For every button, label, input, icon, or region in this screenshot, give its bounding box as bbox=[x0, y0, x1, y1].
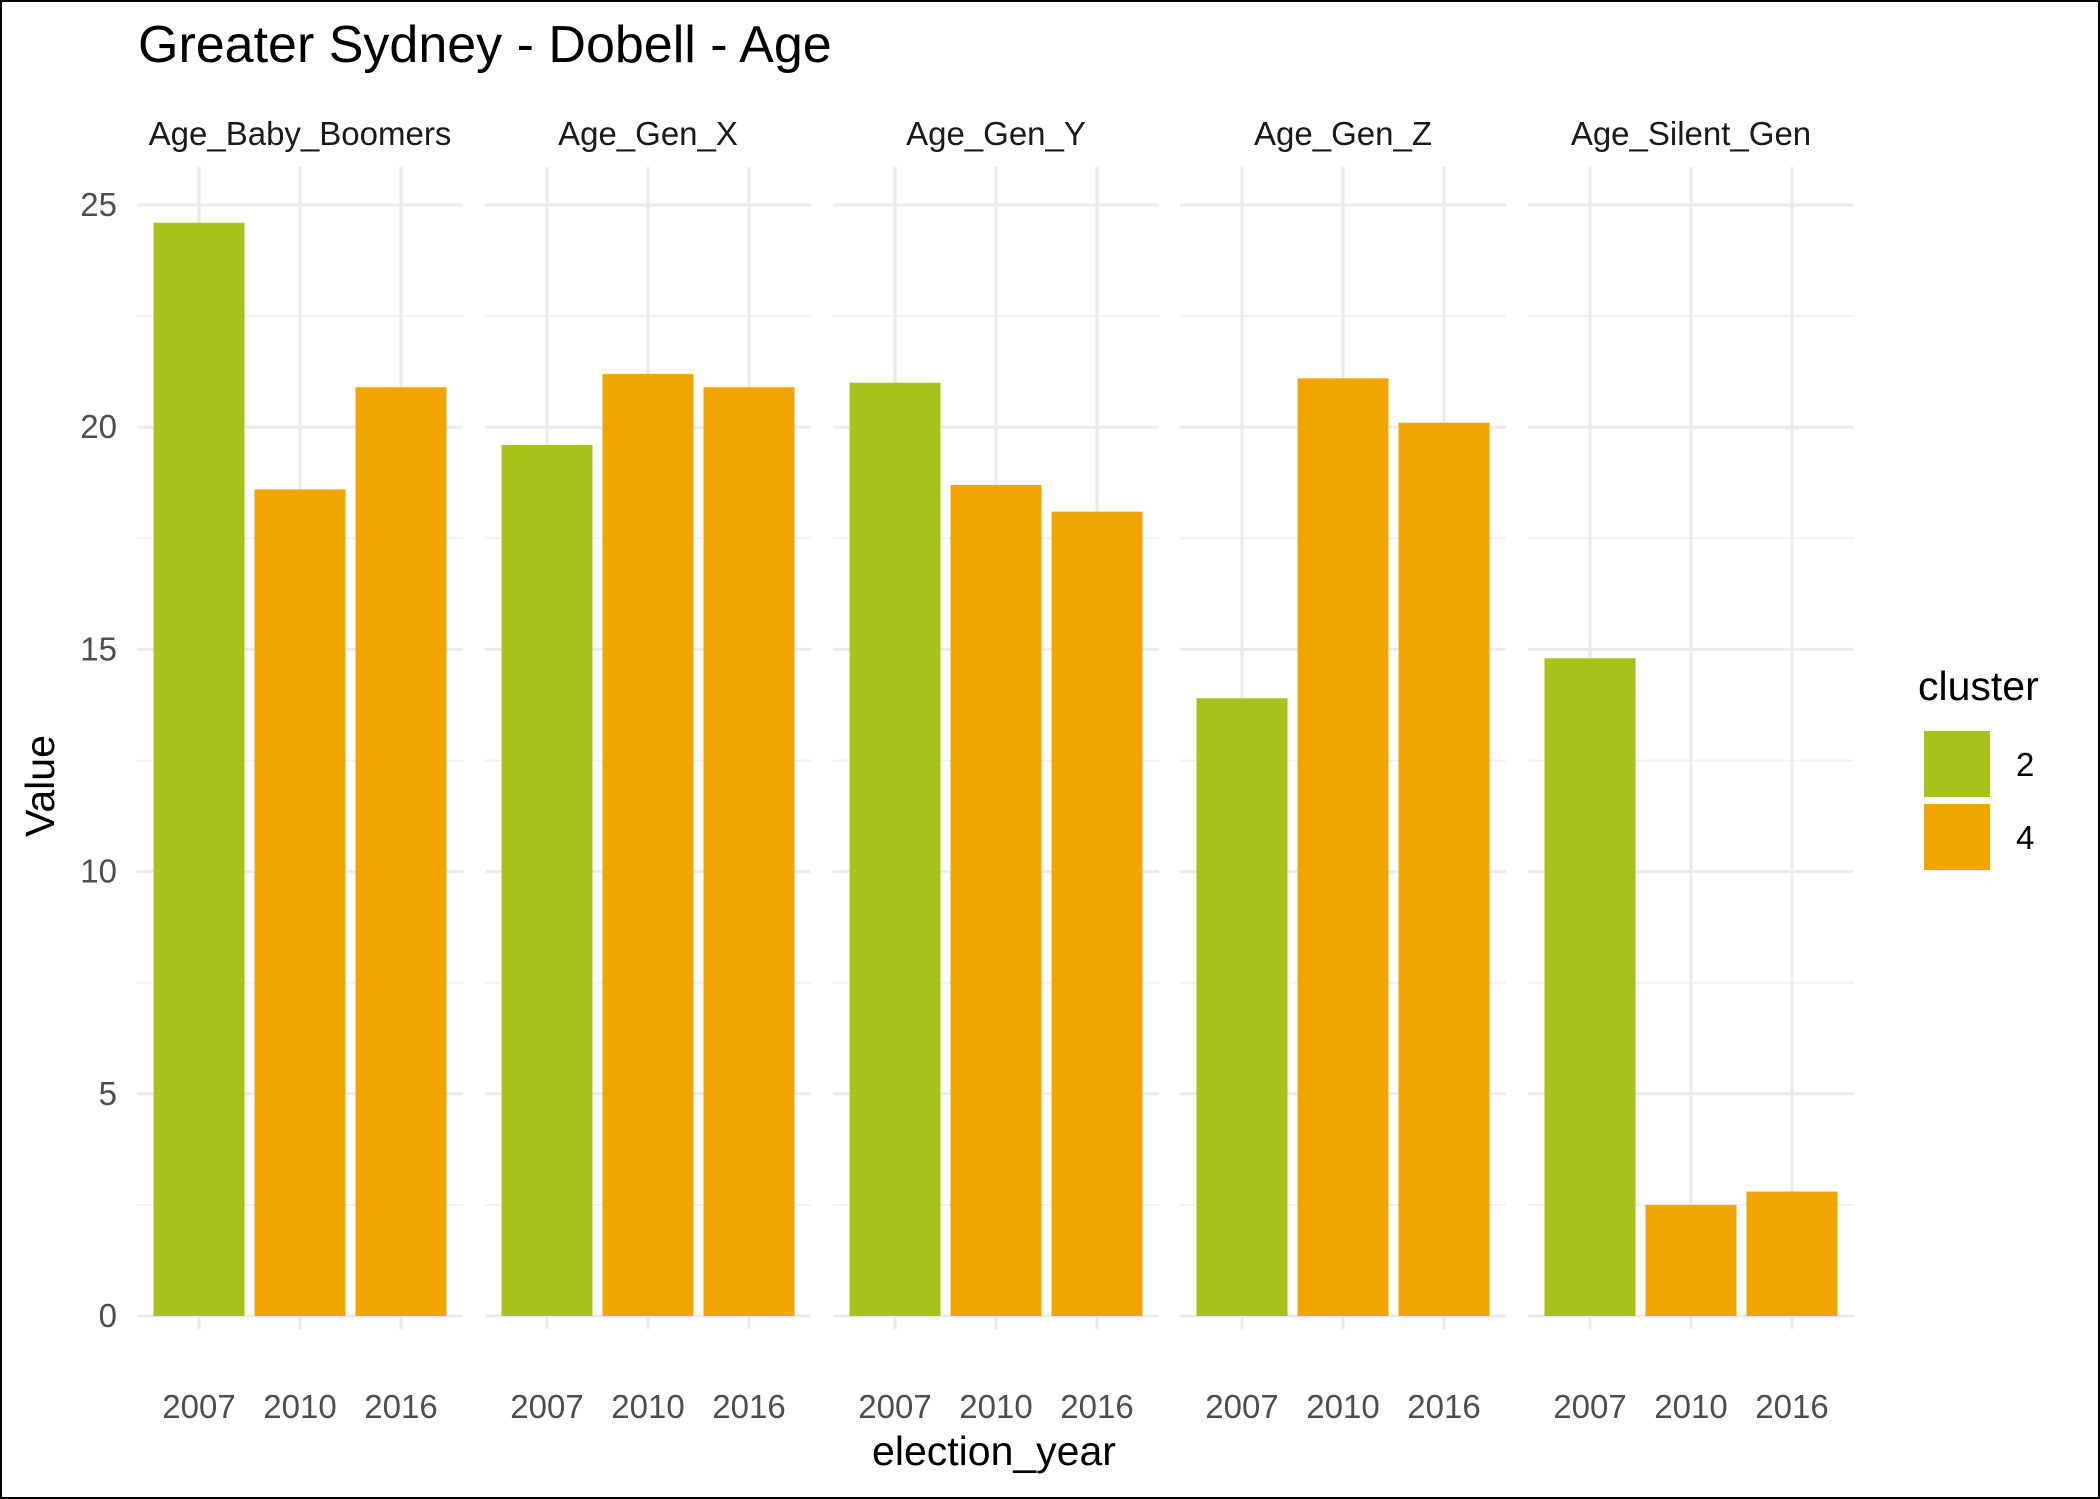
facet-strip-label: Age_Gen_Z bbox=[1254, 115, 1432, 152]
x-tick-label: 2016 bbox=[712, 1388, 785, 1425]
x-tick-label: 2010 bbox=[611, 1388, 684, 1425]
x-tick-label: 2016 bbox=[1407, 1388, 1480, 1425]
x-tick-label: 2007 bbox=[1553, 1388, 1626, 1425]
x-tick-label: 2007 bbox=[162, 1388, 235, 1425]
facet-panel: Age_Baby_Boomers 2007 2010 2016 bbox=[137, 115, 463, 1425]
facet-panels: Age_Baby_Boomers 2007 2010 2016 Age_Gen_X 200… bbox=[137, 115, 1854, 1425]
y-axis-title: Value bbox=[17, 735, 63, 837]
x-tick-label: 2010 bbox=[1654, 1388, 1727, 1425]
x-tick-label: 2016 bbox=[1060, 1388, 1133, 1425]
y-tick-label: 10 bbox=[80, 853, 117, 890]
facet-panel: Age_Gen_Z 2007 2010 2016 bbox=[1180, 115, 1506, 1425]
bar bbox=[703, 387, 795, 1317]
bar bbox=[950, 484, 1042, 1316]
bar bbox=[849, 382, 941, 1316]
x-tick-label: 2010 bbox=[1306, 1388, 1379, 1425]
bar bbox=[153, 222, 245, 1316]
bar bbox=[501, 444, 593, 1316]
x-tick-label: 2016 bbox=[1755, 1388, 1828, 1425]
bar bbox=[1544, 658, 1636, 1316]
legend: cluster 2 4 bbox=[1918, 663, 2039, 870]
bar bbox=[355, 387, 447, 1317]
facet-strip-label: Age_Silent_Gen bbox=[1571, 115, 1811, 152]
legend-key bbox=[1924, 804, 1990, 870]
bar bbox=[1645, 1204, 1737, 1316]
legend-label: 2 bbox=[2016, 746, 2034, 783]
x-tick-label: 2007 bbox=[510, 1388, 583, 1425]
facet-strip-label: Age_Gen_X bbox=[558, 115, 738, 152]
facet-panel: Age_Gen_Y 2007 2010 2016 bbox=[833, 115, 1159, 1425]
facet-strip-label: Age_Gen_Y bbox=[906, 115, 1086, 152]
facet-strip-label: Age_Baby_Boomers bbox=[149, 115, 452, 152]
legend-key bbox=[1924, 731, 1990, 797]
x-tick-label: 2007 bbox=[1205, 1388, 1278, 1425]
facet-panel: Age_Gen_X 2007 2010 2016 bbox=[485, 115, 811, 1425]
y-tick-label: 15 bbox=[80, 630, 117, 667]
bar bbox=[254, 489, 346, 1316]
y-tick-label: 20 bbox=[80, 408, 117, 445]
bar bbox=[1196, 698, 1288, 1316]
x-axis-title: election_year bbox=[872, 1428, 1116, 1474]
x-tick-label: 2007 bbox=[858, 1388, 931, 1425]
x-tick-label: 2010 bbox=[263, 1388, 336, 1425]
bar bbox=[602, 373, 694, 1316]
legend-title: cluster bbox=[1918, 663, 2039, 709]
y-tick-label: 5 bbox=[99, 1075, 117, 1112]
bar bbox=[1398, 422, 1490, 1317]
facet-panel: Age_Silent_Gen 2007 2010 2016 bbox=[1528, 115, 1854, 1425]
x-tick-label: 2016 bbox=[364, 1388, 437, 1425]
bar bbox=[1051, 511, 1143, 1316]
y-axis: 0 5 10 15 20 25 bbox=[80, 186, 117, 1334]
x-tick-label: 2010 bbox=[959, 1388, 1032, 1425]
bar bbox=[1297, 378, 1389, 1316]
bar bbox=[1746, 1191, 1838, 1316]
legend-label: 4 bbox=[2016, 819, 2034, 856]
y-tick-label: 0 bbox=[99, 1297, 117, 1334]
chart-title: Greater Sydney - Dobell - Age bbox=[138, 16, 832, 74]
y-tick-label: 25 bbox=[80, 186, 117, 223]
